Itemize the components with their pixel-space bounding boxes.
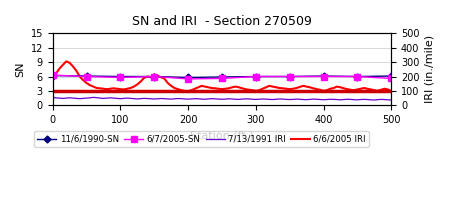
- Y-axis label: IRI (in./mile): IRI (in./mile): [425, 35, 435, 103]
- X-axis label: Station (ft.): Station (ft.): [190, 131, 254, 140]
- Y-axis label: SN: SN: [15, 62, 25, 77]
- Legend: 11/6/1990-SN, 6/7/2005-SN, 7/13/1991 IRI, 6/6/2005 IRI: 11/6/1990-SN, 6/7/2005-SN, 7/13/1991 IRI…: [34, 131, 369, 147]
- Title: SN and IRI  - Section 270509: SN and IRI - Section 270509: [132, 15, 312, 28]
